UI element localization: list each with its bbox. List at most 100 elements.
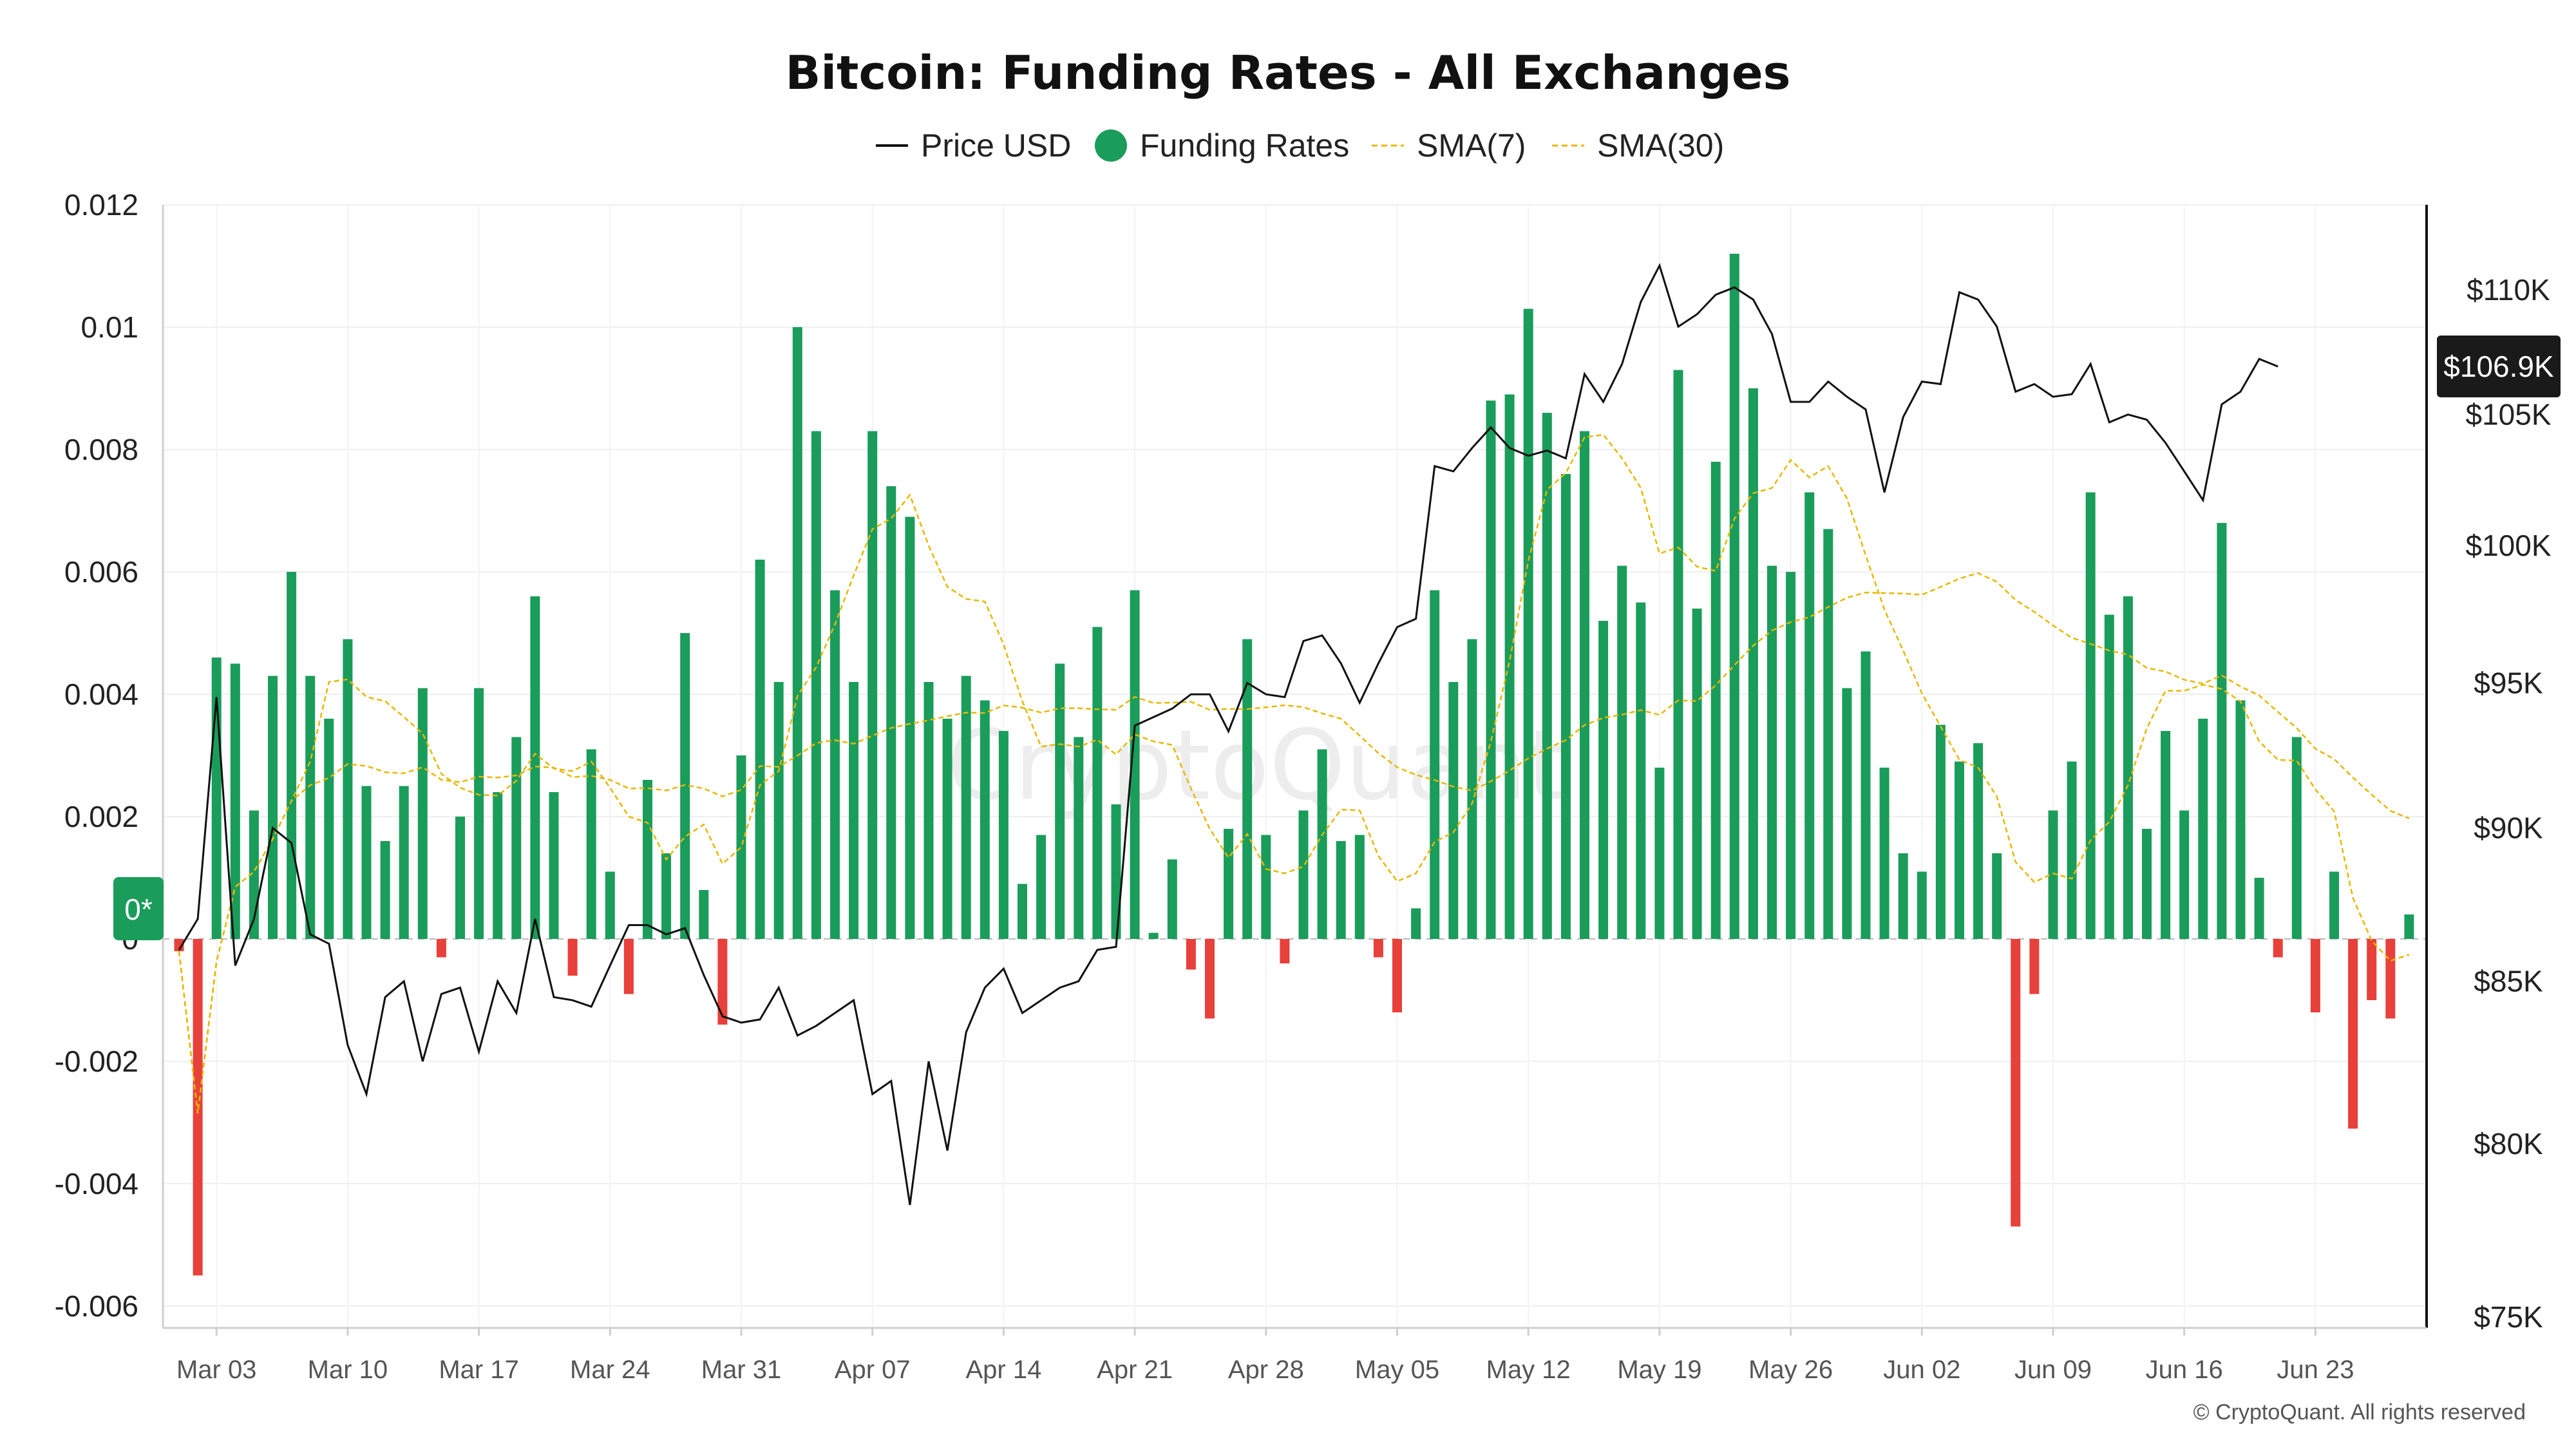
y-right-tick-label: $105K — [2465, 398, 2551, 431]
x-tick-label: Mar 31 — [701, 1356, 782, 1384]
y-axis-left-labels: 0.0120.010.0080.0060.0040.0020-0.002-0.0… — [55, 188, 138, 1323]
legend-item-price-usd[interactable]: Price USD — [876, 128, 1071, 164]
x-tick-label: Jun 23 — [2277, 1356, 2354, 1384]
funding-rate-bar — [1786, 572, 1796, 939]
y-left-tick-label: 0.002 — [64, 800, 138, 833]
funding-rate-bar — [2161, 731, 2171, 939]
funding-rate-bar — [2254, 878, 2264, 939]
value-badges: 0* $106.9K — [113, 336, 2561, 940]
legend-label: SMA(30) — [1597, 128, 1724, 164]
funding-rate-bar — [1354, 835, 1365, 939]
funding-rate-bar — [1879, 768, 1889, 939]
funding-rate-bar — [717, 939, 728, 1025]
chart-legend: Price USD Funding Rates SMA(7) SMA(30) — [876, 128, 1724, 164]
x-tick-label: Apr 14 — [965, 1356, 1041, 1384]
funding-rate-bar — [1804, 492, 1815, 939]
current-funding-badge-bg — [113, 877, 164, 940]
x-tick-label: Apr 07 — [835, 1356, 911, 1384]
funding-rate-bar — [1710, 462, 1721, 939]
funding-rate-bar — [2067, 761, 2077, 939]
funding-rate-bar — [1467, 639, 1477, 939]
funding-rate-bar — [1092, 627, 1103, 939]
x-tick-label: Jun 09 — [2014, 1356, 2092, 1384]
funding-rate-bar — [1430, 590, 1440, 939]
y-axis-right-labels: $110K $105K $100K $95K $90K $85K $80K $75K — [2465, 273, 2551, 1334]
funding-rate-bar — [1392, 939, 1402, 1012]
funding-rate-bar — [1504, 394, 1515, 939]
funding-rate-bar — [586, 749, 596, 939]
funding-rate-bar — [1842, 688, 1852, 939]
y-left-tick-label: 0.004 — [64, 677, 138, 711]
x-tick-label: May 12 — [1486, 1356, 1571, 1384]
funding-rate-bar — [1673, 370, 1683, 939]
funding-rate-bar — [811, 431, 821, 939]
funding-rate-bar — [1992, 853, 2002, 939]
funding-rate-bar — [1148, 933, 1159, 939]
funding-rate-bar — [567, 939, 578, 976]
funding-rate-bar — [886, 486, 896, 939]
current-funding-badge: 0* — [113, 877, 164, 940]
funding-rate-bar — [1224, 829, 1234, 939]
funding-rate-bar — [1036, 835, 1046, 939]
funding-rate-bar — [1898, 853, 1908, 939]
funding-rate-bar — [493, 792, 503, 939]
funding-rate-bar — [1167, 859, 1177, 939]
y-left-tick-label: 0.008 — [64, 433, 138, 466]
funding-rate-bar — [2367, 939, 2377, 1000]
funding-rate-bar — [1767, 565, 1777, 939]
funding-rate-bar — [961, 676, 971, 939]
funding-rate-bar — [1542, 413, 1552, 939]
x-tick-label: May 26 — [1748, 1356, 1833, 1384]
funding-rate-bar — [643, 780, 652, 939]
funding-rate-bar — [1748, 388, 1758, 939]
funding-rate-bar — [2310, 939, 2320, 1012]
y-right-tick-label: $95K — [2474, 667, 2543, 700]
funding-rate-bar — [867, 431, 878, 939]
legend-item-funding-rates[interactable]: Funding Rates — [1095, 128, 1349, 164]
funding-rate-bar — [1617, 565, 1627, 939]
x-tick-label: Jun 16 — [2146, 1356, 2223, 1384]
funding-rate-bar — [230, 663, 240, 939]
funding-rate-bar — [755, 560, 765, 939]
funding-rate-bar — [1692, 609, 1702, 939]
funding-rate-bar — [399, 786, 409, 939]
funding-rate-bar — [1186, 939, 1196, 970]
funding-rate-bar — [530, 596, 540, 939]
funding-rate-bar — [417, 688, 428, 939]
funding-rate-bar — [455, 817, 465, 939]
funding-rate-bar — [2348, 939, 2358, 1129]
funding-rate-bar — [1074, 737, 1084, 939]
funding-rate-bar — [343, 639, 353, 939]
funding-rate-bar — [361, 786, 372, 939]
funding-rate-bar — [268, 676, 278, 939]
x-axis-labels: Mar 03 Mar 10 Mar 17 Mar 24 Mar 31 Apr 07 Apr … — [176, 1328, 2354, 1384]
x-tick-label: Mar 10 — [308, 1356, 388, 1384]
current-funding-value: 0* — [124, 893, 153, 926]
funding-rate-bar — [1654, 768, 1665, 939]
funding-rate-bar — [1055, 663, 1065, 939]
funding-rate-bar — [1242, 639, 1253, 939]
funding-rate-bar — [736, 755, 746, 939]
funding-rate-bar — [549, 792, 559, 939]
funding-rate-bar — [661, 853, 672, 939]
current-price-badge-bg — [2437, 336, 2561, 398]
x-tick-label: May 19 — [1617, 1356, 1701, 1384]
funding-rate-bar — [2179, 810, 2190, 939]
funding-rate-bar — [699, 890, 709, 939]
legend-item-sma-7[interactable]: SMA(7) — [1372, 128, 1526, 164]
y-left-tick-label: 0.01 — [80, 310, 138, 344]
funding-rate-bar — [287, 572, 297, 939]
x-tick-label: Mar 24 — [570, 1356, 650, 1384]
funding-rate-bar — [980, 700, 990, 939]
y-right-tick-label: $75K — [2474, 1300, 2543, 1334]
legend-label: Funding Rates — [1140, 128, 1349, 164]
funding-rate-bar — [905, 516, 915, 939]
funding-rate-bar — [2142, 829, 2152, 939]
y-right-tick-label: $110K — [2467, 273, 2550, 307]
funding-rate-bar — [1580, 431, 1589, 939]
funding-rate-bar — [2198, 719, 2208, 939]
funding-rate-bar — [2273, 939, 2283, 958]
funding-rate-bars — [174, 254, 2414, 1276]
legend-item-sma-30[interactable]: SMA(30) — [1552, 128, 1724, 164]
